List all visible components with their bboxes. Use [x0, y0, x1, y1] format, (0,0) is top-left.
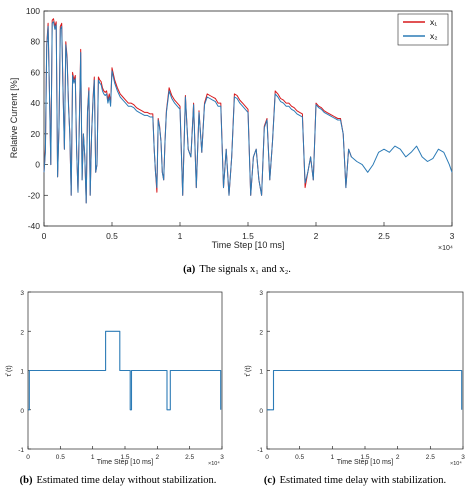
y-tick-label: 1 [20, 369, 24, 376]
y-tick-label: 1 [259, 369, 263, 376]
y-tick-label: 100 [26, 6, 40, 16]
chart-c-y-label: τ̂ (t) [245, 365, 252, 376]
x-tick-label: 1 [178, 231, 183, 241]
chart-b-caption-text: Estimated time delay without stabilizati… [36, 475, 216, 486]
chart-a-series [43, 18, 453, 204]
x-tick-label: 2.5 [378, 231, 390, 241]
x-tick-label: 0.5 [56, 454, 65, 461]
x-tick-label: 1 [331, 454, 335, 461]
x-tick-label: 2.5 [185, 454, 194, 461]
x-tick-label: 1.5 [242, 231, 254, 241]
x-tick-label: 3 [220, 454, 224, 461]
x-tick-label: 0 [26, 454, 30, 461]
chart-a: 0 0.5 1 1.5 2 2.5 3 100 80 60 40 20 0 -20 -40 Time St… [9, 6, 455, 275]
y-tick-label: 40 [31, 98, 41, 108]
y-tick-label: -20 [28, 190, 41, 200]
chart-b-x-exponent: ×10⁴ [208, 460, 220, 467]
y-tick-label: 3 [20, 290, 24, 297]
chart-b-x-ticks: 0 0.5 1 1.5 2 2.5 3 [26, 446, 224, 461]
x-tick-label: 3 [461, 454, 465, 461]
series-line-2 [43, 21, 453, 204]
x-tick-label: 2 [314, 231, 319, 241]
chart-c-series [267, 369, 463, 411]
chart-a-legend-box [397, 13, 449, 46]
y-tick-label: 3 [259, 290, 263, 297]
x-tick-label: 0.5 [295, 454, 304, 461]
y-tick-label: -40 [28, 221, 41, 231]
chart-a-caption-label: (a) [183, 264, 196, 275]
chart-a-x-exponent: ×10⁴ [438, 245, 453, 252]
chart-c-caption: (c) Estimated time delay with stabilizati… [264, 475, 446, 486]
x-tick-label: 2 [396, 454, 400, 461]
chart-b-y-label: τ̂ (t) [6, 365, 13, 376]
chart-b-x-label: Time Step [10 ms] [97, 459, 154, 466]
x-tick-label: 1.5 [120, 454, 129, 461]
y-tick-label: 0 [259, 408, 263, 415]
chart-b-series [28, 330, 222, 411]
legend-label-x1: x₁ [430, 17, 437, 27]
x-tick-label: 1.5 [360, 454, 369, 461]
chart-a-y-ticks: 100 80 60 40 20 0 -20 -40 [26, 6, 48, 231]
chart-b-caption: (b) Estimated time delay without stabiliz… [20, 475, 217, 486]
y-tick-label: 2 [20, 329, 24, 336]
x-tick-label: 1 [91, 454, 95, 461]
x-tick-label: 2.5 [426, 454, 435, 461]
y-tick-label: 80 [31, 37, 41, 47]
chart-a-caption: (a) The signals x₁ and x₂. [183, 264, 291, 275]
y-tick-label: 2 [259, 329, 263, 336]
chart-a-caption-text: The signals x₁ and x₂. [199, 264, 291, 275]
chart-a-legend: x₁ x₂ [397, 13, 449, 46]
chart-c-caption-label: (c) [264, 475, 276, 486]
x-tick-label: 0 [42, 231, 47, 241]
y-tick-label: 0 [20, 408, 24, 415]
chart-c-x-label: Time Step [10 ms] [337, 459, 394, 466]
series-line-1 [267, 369, 463, 411]
chart-a-x-ticks: 0 0.5 1 1.5 2 2.5 3 [42, 222, 455, 241]
chart-b-caption-label: (b) [20, 475, 33, 486]
chart-c-caption-text: Estimated time delay with stabilization. [280, 475, 447, 486]
x-tick-label: 0.5 [106, 231, 118, 241]
x-tick-label: 2 [156, 454, 160, 461]
x-tick-label: 3 [450, 231, 455, 241]
y-tick-label: 60 [31, 67, 41, 77]
x-tick-label: 0 [265, 454, 269, 461]
legend-label-x2: x₂ [430, 31, 438, 41]
y-tick-label: -1 [257, 447, 263, 454]
series-line-1 [28, 330, 222, 411]
chart-c-x-ticks: 0 0.5 1 1.5 2 2.5 3 [265, 446, 465, 461]
chart-a-y-label: Relative Current [%] [9, 78, 19, 159]
y-tick-label: 0 [35, 160, 40, 170]
y-tick-label: -1 [18, 447, 24, 454]
y-tick-label: 20 [31, 129, 41, 139]
chart-c-x-exponent: ×10⁴ [450, 460, 462, 467]
chart-a-x-label: Time Step [10 ms] [212, 240, 285, 250]
